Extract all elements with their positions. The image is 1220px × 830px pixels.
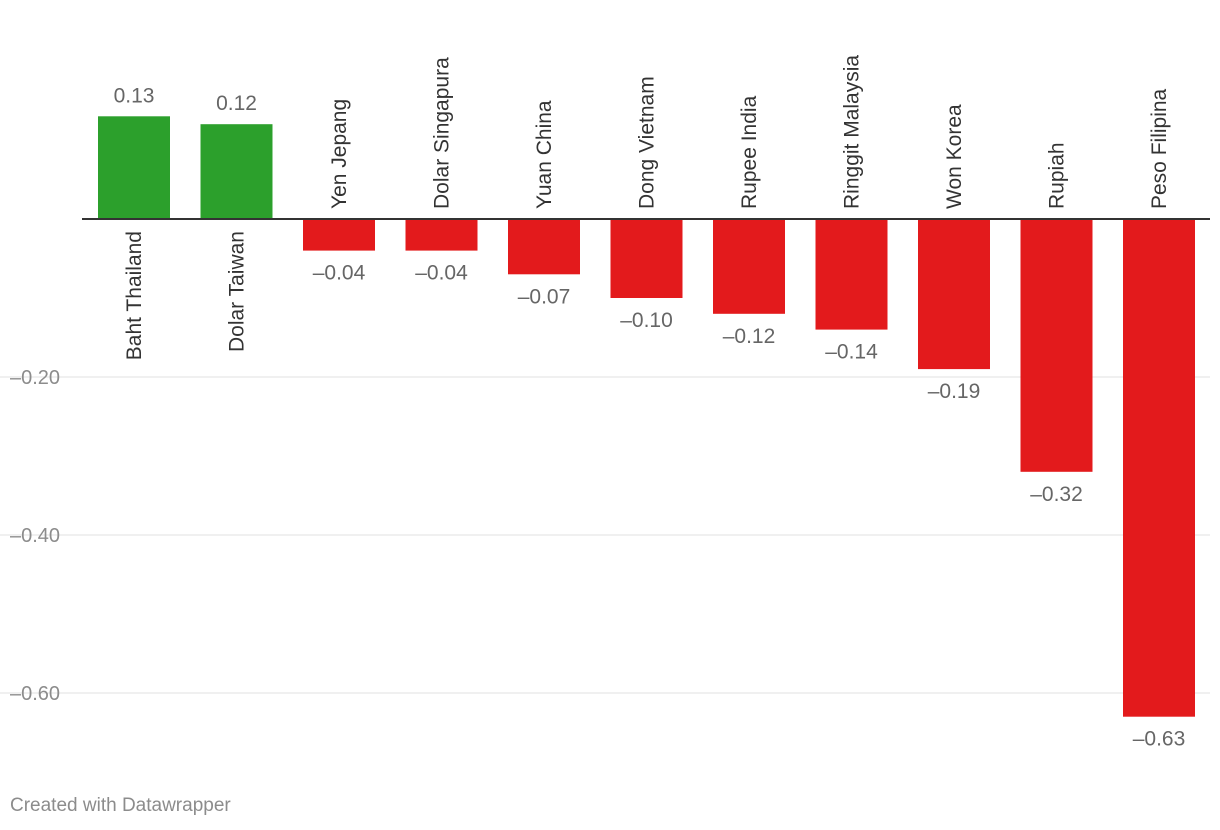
bar: [815, 219, 888, 330]
category-label: Dolar Taiwan: [226, 231, 249, 352]
y-tick-label: –0.40: [10, 525, 60, 547]
bar: [98, 116, 170, 219]
bar: [405, 219, 478, 251]
category-label: Dolar Singapura: [431, 57, 454, 209]
bar: [200, 124, 273, 219]
gridlines: –0.20 –0.40 –0.60: [0, 367, 1210, 705]
y-tick-label: –0.60: [10, 683, 60, 705]
category-label: Rupee India: [738, 95, 761, 209]
bar-chart: –0.20 –0.40 –0.60 0.13 Baht Thailand 0.12 Dol…: [0, 55, 1210, 751]
value-label: –0.19: [928, 380, 981, 403]
category-label: Yuan China: [533, 100, 556, 209]
bar: [713, 219, 785, 314]
category-label: Won Korea: [943, 104, 966, 209]
category-label: Dong Vietnam: [636, 76, 659, 209]
value-label: 0.12: [216, 92, 257, 115]
value-label: –0.04: [313, 262, 366, 285]
labels: 0.13 Baht Thailand 0.12 Dolar Taiwan –0.04 Ye…: [114, 55, 1186, 751]
bar: [1123, 219, 1195, 717]
category-label: Rupiah: [1046, 142, 1069, 209]
value-label: –0.10: [620, 309, 673, 332]
category-label: Baht Thailand: [123, 231, 146, 360]
value-label: –0.32: [1030, 483, 1083, 506]
value-label: –0.12: [723, 325, 776, 348]
value-label: –0.14: [825, 341, 878, 364]
value-label: –0.07: [518, 285, 571, 308]
category-label: Peso Filipina: [1148, 88, 1171, 209]
bar: [918, 219, 990, 370]
category-label: Ringgit Malaysia: [841, 55, 864, 209]
value-label: 0.13: [114, 84, 155, 107]
bar: [1020, 219, 1093, 472]
bars: [98, 116, 1195, 717]
bar: [610, 219, 683, 298]
y-tick-label: –0.20: [10, 367, 60, 389]
value-label: –0.63: [1133, 728, 1186, 751]
bar: [303, 219, 375, 251]
value-label: –0.04: [415, 262, 468, 285]
credit-text: Created with Datawrapper: [10, 795, 231, 816]
bar: [508, 219, 580, 275]
category-label: Yen Jepang: [328, 99, 351, 209]
